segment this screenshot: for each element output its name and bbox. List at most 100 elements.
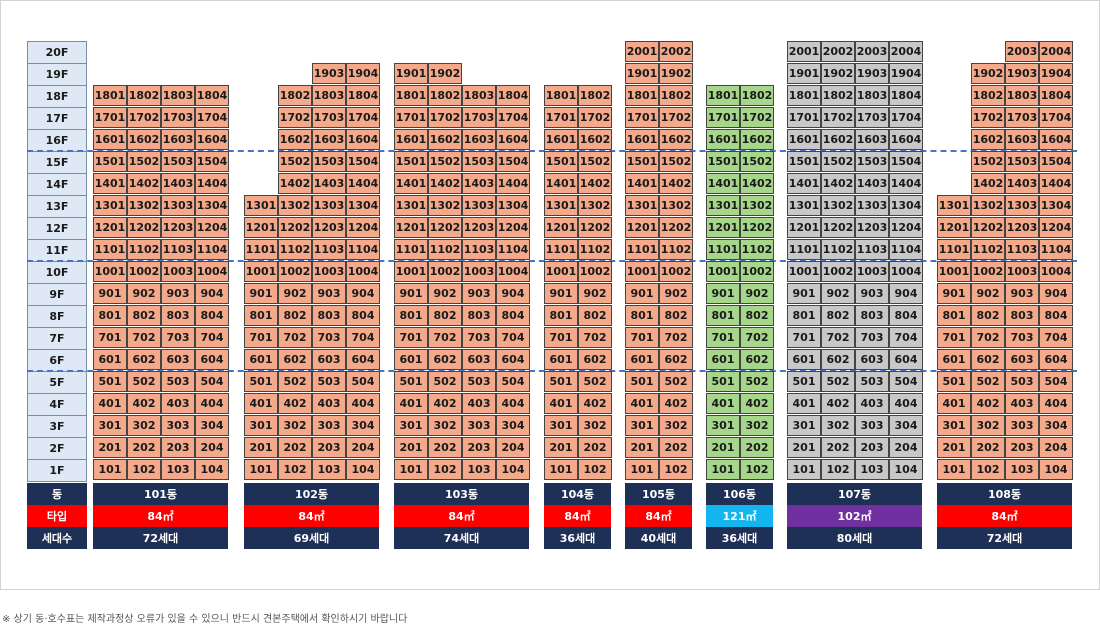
unit-cell: 701	[937, 327, 971, 348]
unit-cell: 701	[706, 327, 740, 348]
unit-cell: 1102	[578, 239, 612, 260]
unit-cell: 202	[971, 437, 1005, 458]
unit-cell: 203	[1005, 437, 1039, 458]
unit-cell: 1103	[1005, 239, 1039, 260]
unit-cell: 203	[462, 437, 496, 458]
unit-cell: 804	[889, 305, 923, 326]
household-count: 72세대	[937, 527, 1072, 549]
unit-cell: 1302	[127, 195, 161, 216]
unit-cell: 1701	[394, 107, 428, 128]
unit-cell: 601	[706, 349, 740, 370]
unit-cell: 1403	[161, 173, 195, 194]
unit-cell: 1904	[346, 63, 380, 84]
unit-cell: 1101	[93, 239, 127, 260]
unit-cell: 101	[394, 459, 428, 480]
unit-cell: 1704	[346, 107, 380, 128]
unit-cell: 303	[855, 415, 889, 436]
unit-cell: 604	[889, 349, 923, 370]
unit-cell: 1001	[787, 261, 821, 282]
unit-cell: 604	[496, 349, 530, 370]
floor-label: 20F	[27, 41, 87, 64]
unit-cell: 203	[312, 437, 346, 458]
unit-cell: 1804	[1039, 85, 1073, 106]
unit-cell: 1803	[855, 85, 889, 106]
unit-cell: 903	[312, 283, 346, 304]
unit-cell: 1401	[93, 173, 127, 194]
unit-cell: 202	[278, 437, 312, 458]
unit-cell: 1903	[312, 63, 346, 84]
unit-cell: 1602	[578, 129, 612, 150]
unit-cell: 1002	[578, 261, 612, 282]
unit-cell: 1204	[496, 217, 530, 238]
floor-label: 1F	[27, 459, 87, 482]
floor-label: 3F	[27, 415, 87, 438]
unit-cell: 1101	[544, 239, 578, 260]
unit-cell: 702	[428, 327, 462, 348]
unit-cell: 1902	[821, 63, 855, 84]
unit-cell: 2002	[821, 41, 855, 62]
unit-cell: 1103	[161, 239, 195, 260]
unit-cell: 902	[821, 283, 855, 304]
unit-cell: 501	[625, 371, 659, 392]
unit-cell: 1801	[625, 85, 659, 106]
unit-cell: 603	[855, 349, 889, 370]
unit-cell: 1601	[787, 129, 821, 150]
unit-cell: 1202	[659, 217, 693, 238]
unit-cell: 1403	[462, 173, 496, 194]
unit-cell: 1402	[740, 173, 774, 194]
unit-cell: 201	[937, 437, 971, 458]
unit-cell: 1001	[937, 261, 971, 282]
unit-cell: 701	[787, 327, 821, 348]
unit-cell: 402	[821, 393, 855, 414]
unit-cell: 902	[428, 283, 462, 304]
unit-cell: 1201	[93, 217, 127, 238]
unit-cell: 604	[346, 349, 380, 370]
unit-cell: 1402	[971, 173, 1005, 194]
unit-cell: 403	[1005, 393, 1039, 414]
unit-cell: 1702	[428, 107, 462, 128]
unit-cell: 1904	[1039, 63, 1073, 84]
unit-cell: 901	[787, 283, 821, 304]
unit-cell: 1802	[659, 85, 693, 106]
unit-cell: 1301	[544, 195, 578, 216]
unit-cell: 1202	[428, 217, 462, 238]
unit-cell: 802	[821, 305, 855, 326]
unit-cell: 1504	[346, 151, 380, 172]
unit-cell: 802	[127, 305, 161, 326]
unit-cell: 1701	[625, 107, 659, 128]
unit-cell: 1803	[161, 85, 195, 106]
unit-cell: 1502	[971, 151, 1005, 172]
floor-label: 8F	[27, 305, 87, 328]
unit-cell: 502	[659, 371, 693, 392]
unit-cell: 101	[93, 459, 127, 480]
unit-cell: 1702	[971, 107, 1005, 128]
unit-cell: 2004	[889, 41, 923, 62]
unit-cell: 804	[346, 305, 380, 326]
building-name: 101동	[93, 483, 228, 505]
floor-label: 9F	[27, 283, 87, 306]
unit-cell: 503	[855, 371, 889, 392]
unit-cell: 303	[161, 415, 195, 436]
unit-cell: 1203	[462, 217, 496, 238]
unit-cell: 102	[971, 459, 1005, 480]
unit-cell: 704	[1039, 327, 1073, 348]
unit-cell: 1001	[625, 261, 659, 282]
unit-cell: 1002	[821, 261, 855, 282]
unit-cell: 1402	[578, 173, 612, 194]
unit-cell: 703	[161, 327, 195, 348]
unit-cell: 1202	[127, 217, 161, 238]
unit-type: 84㎡	[625, 505, 692, 527]
unit-cell: 903	[1005, 283, 1039, 304]
unit-cell: 603	[161, 349, 195, 370]
unit-cell: 1502	[278, 151, 312, 172]
unit-cell: 2003	[1005, 41, 1039, 62]
unit-type: 84㎡	[394, 505, 529, 527]
unit-cell: 101	[937, 459, 971, 480]
unit-cell: 504	[889, 371, 923, 392]
unit-cell: 503	[462, 371, 496, 392]
unit-cell: 1602	[127, 129, 161, 150]
unit-cell: 903	[462, 283, 496, 304]
unit-cell: 1904	[889, 63, 923, 84]
unit-cell: 701	[394, 327, 428, 348]
unit-cell: 1201	[394, 217, 428, 238]
